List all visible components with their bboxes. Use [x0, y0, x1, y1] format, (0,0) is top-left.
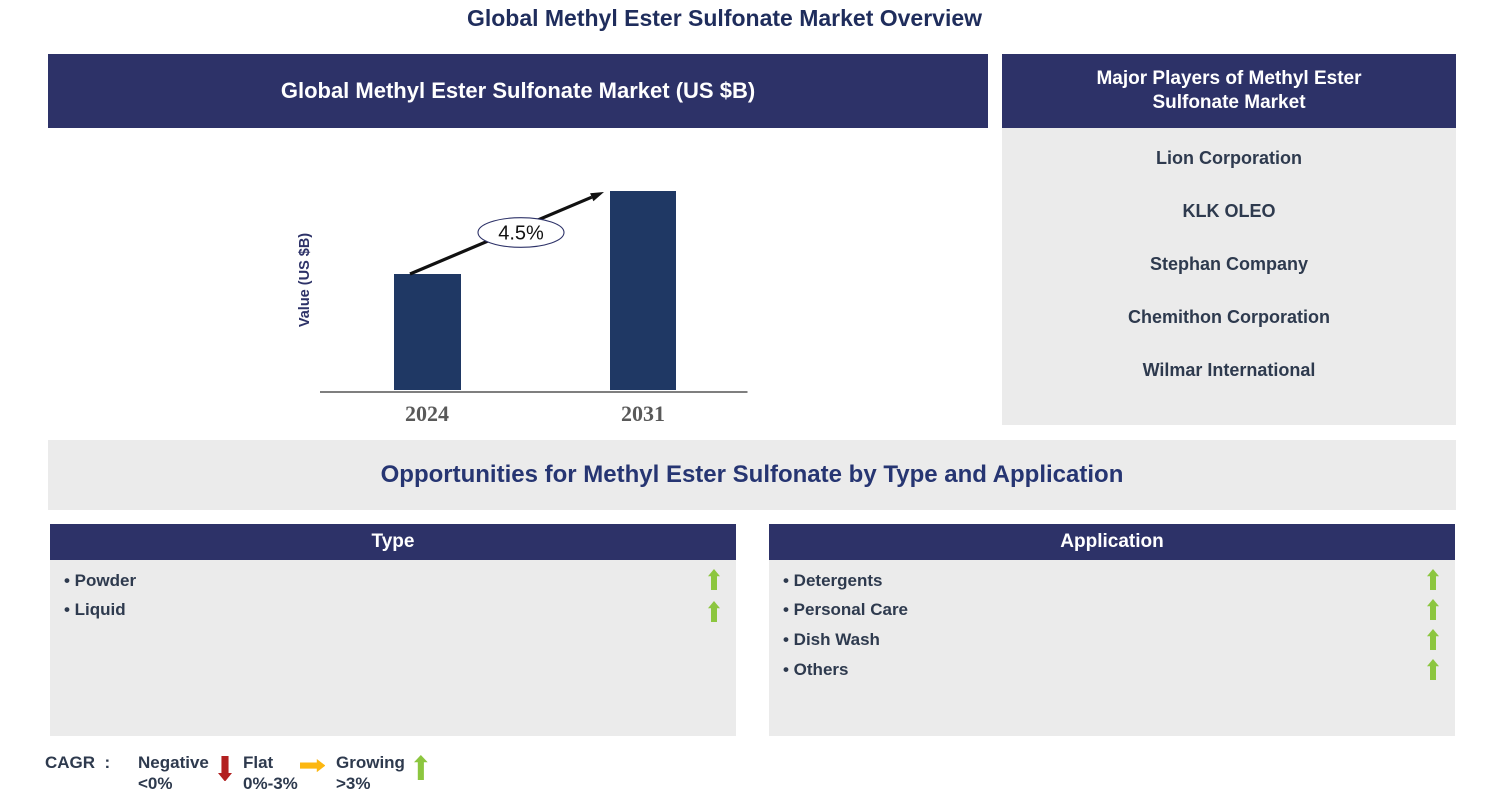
svg-text:Value (US $B): Value (US $B) — [297, 233, 313, 327]
svg-text:2031: 2031 — [621, 401, 665, 426]
svg-text:2024: 2024 — [405, 401, 449, 426]
svg-text:4.5%: 4.5% — [498, 223, 544, 245]
